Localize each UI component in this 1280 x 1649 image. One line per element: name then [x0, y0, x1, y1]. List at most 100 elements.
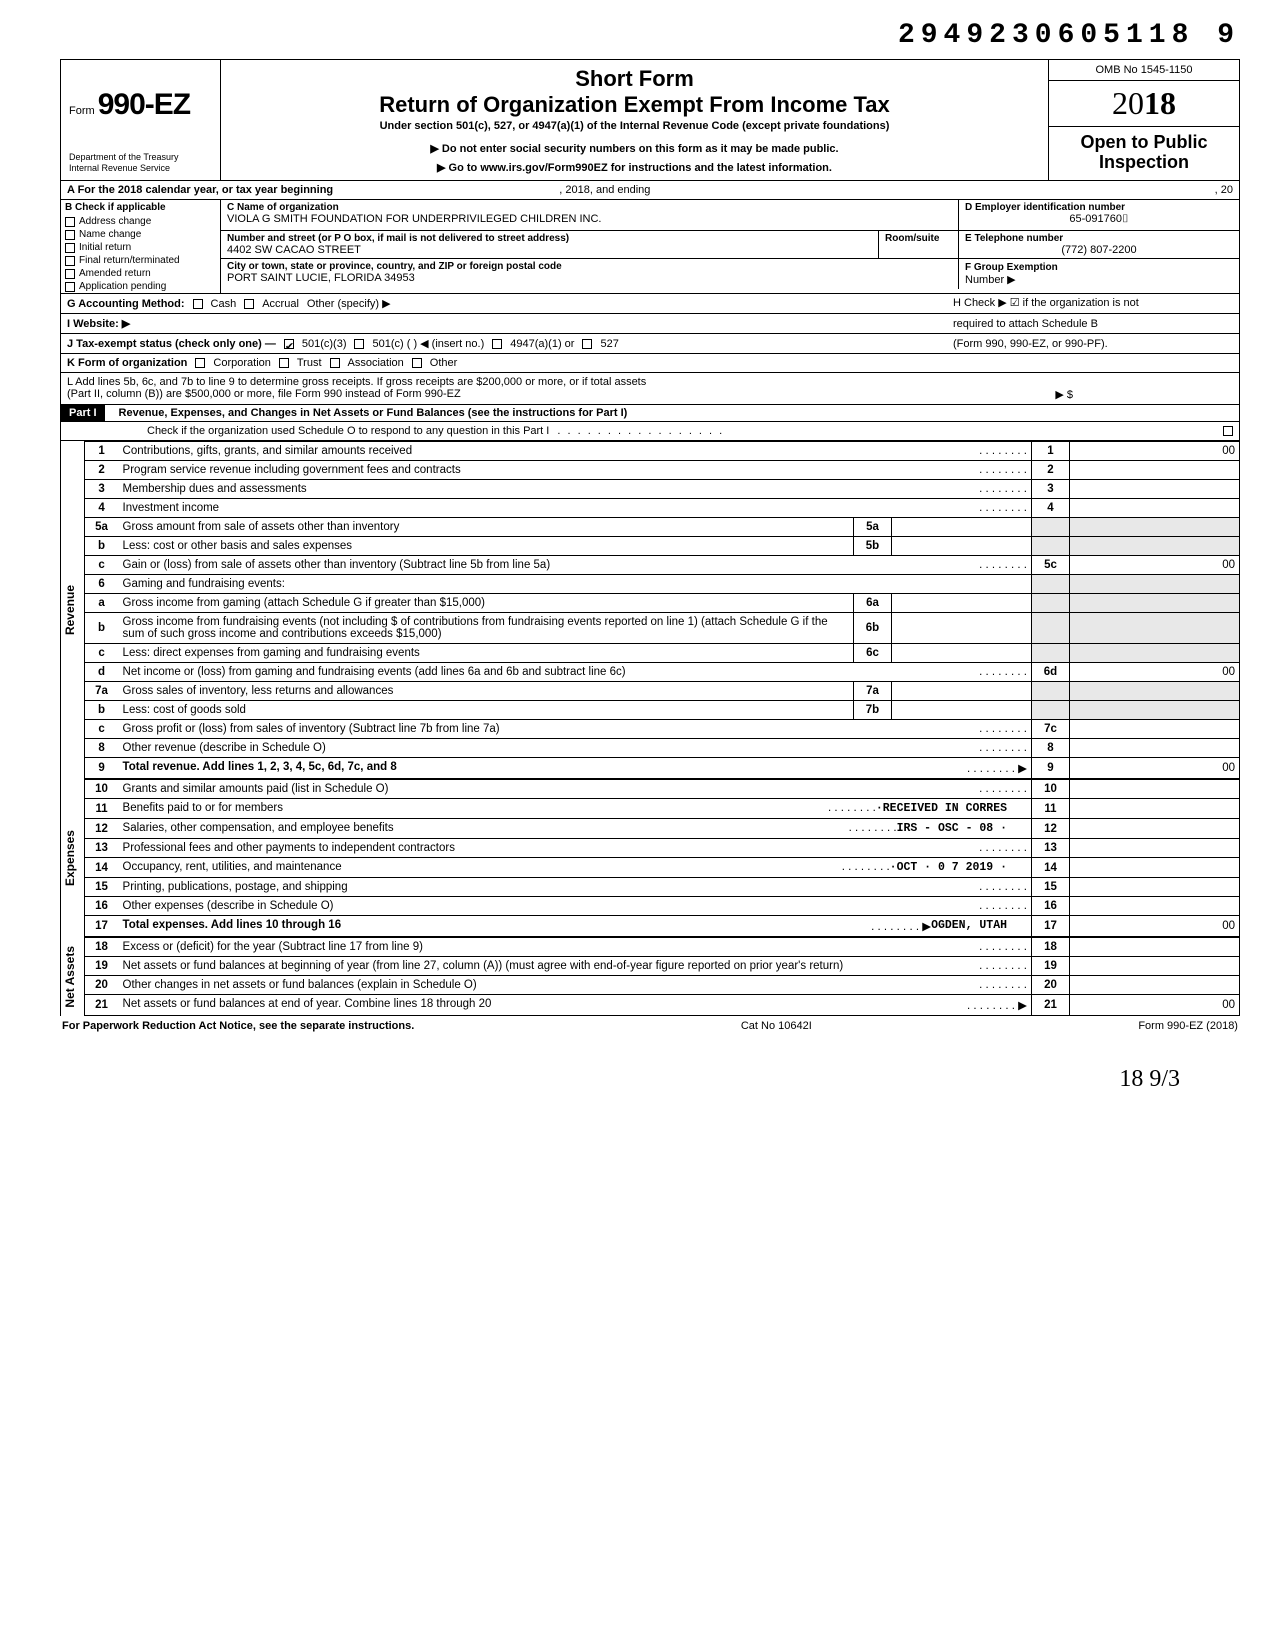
form-number-block: Form 990-EZ Department of the Treasury I… [61, 60, 221, 180]
checkbox-other-org[interactable] [412, 358, 422, 368]
line-row: 7a Gross sales of inventory, less return… [85, 682, 1240, 701]
checkbox-accrual[interactable] [244, 299, 254, 309]
row-k: K Form of organization Corporation Trust… [60, 354, 1240, 373]
city-label: City or town, state or province, country… [227, 261, 952, 272]
cell-f: F Group Exemption Number ▶ [959, 259, 1239, 289]
footer-right: Form 990-EZ (2018) [1138, 1020, 1238, 1032]
j-opt-2: 4947(a)(1) or [510, 338, 574, 350]
f-label: F Group Exemption [965, 262, 1058, 273]
checkbox-4947[interactable] [492, 339, 502, 349]
side-exp: Expenses [61, 779, 85, 937]
checkbox-amended[interactable] [65, 269, 75, 279]
row-g-h: G Accounting Method: Cash Accrual Other … [60, 294, 1240, 314]
part1-header: Part I Revenue, Expenses, and Changes in… [60, 405, 1240, 422]
cb-label-3: Final return/terminated [79, 255, 180, 266]
header-right: OMB No 1545-1150 2018 Open to Public Ins… [1049, 60, 1239, 180]
part1-check-text: Check if the organization used Schedule … [67, 425, 549, 437]
line-row: 14 Occupancy, rent, utilities, and maint… [85, 858, 1240, 878]
k-opt-2: Association [348, 357, 404, 369]
line-row: 5a Gross amount from sale of assets othe… [85, 518, 1240, 537]
entity-block: B Check if applicable Address change Nam… [60, 200, 1240, 294]
title-note2: ▶ Go to www.irs.gov/Form990EZ for instru… [231, 161, 1038, 174]
netassets-table: 18 Excess or (deficit) for the year (Sub… [85, 937, 1240, 1016]
line-row: c Gain or (loss) from sale of assets oth… [85, 556, 1240, 575]
col-cdef: C Name of organization VIOLA G SMITH FOU… [221, 200, 1239, 293]
phone-value: (772) 807-2200 [965, 244, 1233, 256]
line-row: 10 Grants and similar amounts paid (list… [85, 780, 1240, 799]
cb-label-4: Amended return [79, 268, 151, 279]
row-a-right: , 20 [973, 184, 1233, 196]
footer-left: For Paperwork Reduction Act Notice, see … [62, 1020, 414, 1032]
checkbox-app-pending[interactable] [65, 282, 75, 292]
title-sub: Under section 501(c), 527, or 4947(a)(1)… [231, 120, 1038, 132]
checkbox-initial-return[interactable] [65, 243, 75, 253]
dept-line1: Department of the Treasury [69, 152, 212, 163]
k-opt-3: Other [430, 357, 458, 369]
k-label: K Form of organization [67, 357, 187, 369]
line-row: 18 Excess or (deficit) for the year (Sub… [85, 938, 1240, 957]
checkbox-final-return[interactable] [65, 256, 75, 266]
col-b: B Check if applicable Address change Nam… [61, 200, 221, 293]
org-name: VIOLA G SMITH FOUNDATION FOR UNDERPRIVIL… [227, 213, 952, 225]
year-suffix: 18 [1144, 85, 1176, 121]
f-label2: Number ▶ [965, 274, 1016, 286]
checkbox-assoc[interactable] [330, 358, 340, 368]
handwritten-note: 18 9/3 [60, 1066, 1240, 1093]
line-row: 3 Membership dues and assessments. . . .… [85, 480, 1240, 499]
footer-mid: Cat No 10642I [741, 1020, 812, 1032]
line-row: 20 Other changes in net assets or fund b… [85, 976, 1240, 995]
form-prefix: Form [69, 105, 95, 117]
expenses-table: 10 Grants and similar amounts paid (list… [85, 779, 1240, 937]
line-row: 12 Salaries, other compensation, and emp… [85, 819, 1240, 839]
cb-label-0: Address change [79, 216, 151, 227]
line-row: 15 Printing, publications, postage, and … [85, 878, 1240, 897]
form-header: Form 990-EZ Department of the Treasury I… [60, 59, 1240, 181]
row-i: I Website: ▶ required to attach Schedule… [60, 314, 1240, 334]
k-opt-0: Corporation [213, 357, 270, 369]
line-row: 16 Other expenses (describe in Schedule … [85, 897, 1240, 916]
checkbox-address-change[interactable] [65, 217, 75, 227]
d-label: D Employer identification number [965, 202, 1233, 213]
checkbox-schedule-o[interactable] [1223, 426, 1233, 436]
checkbox-trust[interactable] [279, 358, 289, 368]
col-b-heading: B Check if applicable [61, 200, 220, 215]
line-row: 2 Program service revenue including gove… [85, 461, 1240, 480]
checkbox-501c[interactable] [354, 339, 364, 349]
cell-c-name: C Name of organization VIOLA G SMITH FOU… [221, 200, 959, 230]
cb-label-2: Initial return [79, 242, 131, 253]
i-label: I Website: ▶ [67, 317, 130, 330]
k-opt-1: Trust [297, 357, 322, 369]
revenue-table: 1 Contributions, gifts, grants, and simi… [85, 441, 1240, 779]
j-opt-3: 527 [600, 338, 618, 350]
checkbox-527[interactable] [582, 339, 592, 349]
h-text2: required to attach Schedule B [953, 318, 1098, 330]
expenses-wrapper: Expenses 10 Grants and similar amounts p… [60, 779, 1240, 937]
line-row: 4 Investment income. . . . . . . . 4 [85, 499, 1240, 518]
line-row: 8 Other revenue (describe in Schedule O)… [85, 739, 1240, 758]
checkbox-cash[interactable] [193, 299, 203, 309]
checkbox-name-change[interactable] [65, 230, 75, 240]
line-row: 11 Benefits paid to or for members ·RECE… [85, 799, 1240, 819]
cb-label-5: Application pending [79, 281, 166, 292]
cb-label-1: Name change [79, 229, 141, 240]
open-to-public: Open to Public Inspection [1049, 127, 1239, 179]
j-label: J Tax-exempt status (check only one) — [67, 338, 276, 350]
side-rev: Revenue [61, 441, 85, 779]
title-block: Short Form Return of Organization Exempt… [221, 60, 1049, 180]
part1-label: Part I [61, 405, 105, 421]
part1-title: Revenue, Expenses, and Changes in Net As… [113, 407, 628, 419]
line-row: c Gross profit or (loss) from sales of i… [85, 720, 1240, 739]
checkbox-501c3[interactable]: ✔ [284, 339, 294, 349]
ein-value: 65-091760⌷ [965, 213, 1233, 226]
l-text2: (Part II, column (B)) are $500,000 or mo… [67, 388, 461, 401]
checkbox-corp[interactable] [195, 358, 205, 368]
omb-number: OMB No 1545-1150 [1049, 60, 1239, 81]
room-label: Room/suite [885, 233, 952, 244]
title-note1: ▶ Do not enter social security numbers o… [231, 142, 1038, 155]
line-row: 6 Gaming and fundraising events: [85, 575, 1240, 594]
document-id: 2949230605118 9 [60, 20, 1240, 51]
line-row: b Less: cost of goods sold 7b [85, 701, 1240, 720]
page-footer: For Paperwork Reduction Act Notice, see … [60, 1016, 1240, 1036]
h-block: H Check ▶ ☑ if the organization is not [953, 297, 1233, 310]
row-a: A For the 2018 calendar year, or tax yea… [60, 181, 1240, 200]
